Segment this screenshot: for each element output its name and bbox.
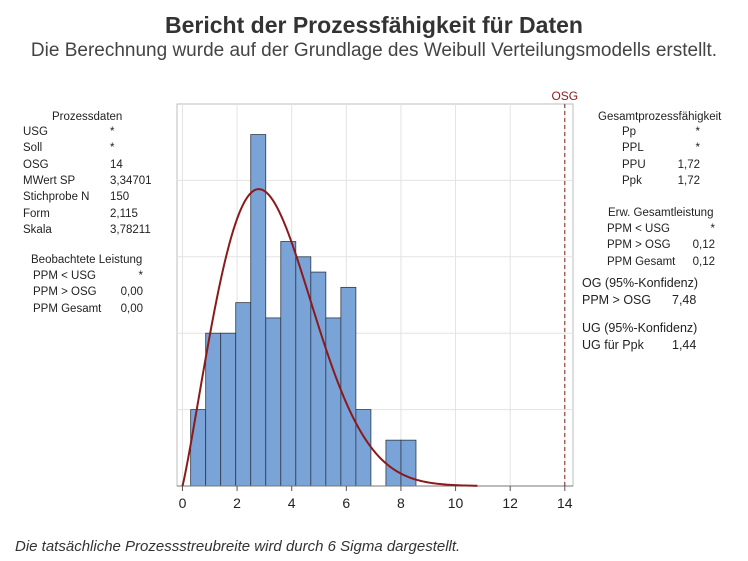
histogram-bar bbox=[205, 332, 222, 487]
overall-label: Ppk bbox=[622, 174, 642, 187]
histogram-bar bbox=[280, 241, 297, 487]
observed-label: PPM > OSG bbox=[33, 286, 97, 299]
histogram-bar bbox=[340, 286, 357, 487]
overall-heading: Gesamtprozessfähigkeit bbox=[598, 111, 722, 123]
histogram-bar bbox=[385, 439, 402, 487]
expected-value: * bbox=[710, 223, 715, 235]
weibull-density-curve bbox=[181, 188, 478, 487]
process-data-label: OSG bbox=[23, 158, 49, 171]
report-title: Bericht der Prozessfähigkeit für Daten bbox=[165, 12, 583, 38]
expected-value: 0,12 bbox=[692, 255, 715, 268]
x-tick-label: 6 bbox=[342, 495, 350, 511]
process-data-label: Soll bbox=[23, 142, 43, 155]
og-value: 7,48 bbox=[672, 293, 697, 307]
process-data-label: Form bbox=[23, 207, 50, 220]
histogram-bar bbox=[325, 317, 342, 487]
observed-heading: Beobachtete Leistung bbox=[31, 254, 143, 266]
process-data-value: 3,78211 bbox=[110, 223, 151, 236]
overall-label: PPL bbox=[622, 142, 644, 155]
ug-value: 1,44 bbox=[672, 338, 697, 352]
process-data-value: 2,115 bbox=[110, 207, 138, 220]
expected-label: PPM > OSG bbox=[607, 239, 671, 252]
overall-value: 1,72 bbox=[677, 158, 700, 171]
observed-value: 0,00 bbox=[120, 302, 143, 315]
histogram-bar bbox=[235, 302, 252, 487]
histogram-bar bbox=[355, 409, 372, 487]
x-tick-label: 0 bbox=[179, 495, 187, 511]
expected-heading: Erw. Gesamtleistung bbox=[608, 207, 714, 219]
osg-limit-label: OSG bbox=[551, 89, 578, 103]
overall-value: * bbox=[695, 142, 700, 155]
histogram-bar bbox=[220, 332, 237, 487]
x-tick-label: 10 bbox=[448, 495, 464, 511]
process-data-value: * bbox=[110, 126, 115, 138]
report-subtitle: Die Berechnung wurde auf der Grundlage d… bbox=[30, 40, 718, 61]
process-data-value: 150 bbox=[110, 191, 130, 204]
process-data-heading: Prozessdaten bbox=[52, 111, 123, 123]
expected-label: PPM Gesamt bbox=[607, 255, 676, 268]
overall-value: 1,72 bbox=[677, 174, 700, 187]
process-data-value: 3,34701 bbox=[110, 174, 152, 187]
observed-label: PPM < USG bbox=[33, 270, 96, 282]
x-tick-label: 8 bbox=[397, 495, 405, 511]
histogram-bar bbox=[190, 409, 207, 487]
process-data-value: 14 bbox=[110, 158, 123, 171]
x-tick-label: 14 bbox=[557, 495, 573, 511]
expected-value: 0,12 bbox=[692, 239, 715, 252]
expected-label: PPM < USG bbox=[607, 223, 670, 235]
overall-label: Pp bbox=[622, 126, 637, 138]
observed-value: * bbox=[138, 270, 143, 282]
x-tick-label: 2 bbox=[233, 495, 241, 511]
process-data-label: Stichprobe N bbox=[23, 191, 90, 204]
og-heading: OG (95%-Konfidenz) bbox=[582, 276, 699, 290]
process-data-label: Skala bbox=[23, 223, 52, 236]
histogram-bar bbox=[250, 134, 267, 487]
x-tick-label: 12 bbox=[502, 495, 518, 511]
process-data-value: * bbox=[110, 142, 115, 155]
footnote: Die tatsächliche Prozessstreubreite wird… bbox=[15, 538, 461, 555]
ug-heading: UG (95%-Konfidenz) bbox=[582, 321, 698, 335]
og-label: PPM > OSG bbox=[582, 293, 652, 307]
process-data-label: MWert SP bbox=[23, 174, 76, 187]
overall-label: PPU bbox=[622, 158, 646, 171]
process-data-label: USG bbox=[23, 126, 48, 138]
observed-value: 0,00 bbox=[120, 286, 143, 299]
overall-value: * bbox=[695, 126, 700, 138]
ug-label: UG für Ppk bbox=[582, 338, 644, 352]
x-tick-label: 4 bbox=[288, 495, 296, 511]
histogram-bar bbox=[265, 317, 282, 487]
histogram-bar bbox=[310, 271, 327, 487]
observed-label: PPM Gesamt bbox=[33, 302, 102, 315]
